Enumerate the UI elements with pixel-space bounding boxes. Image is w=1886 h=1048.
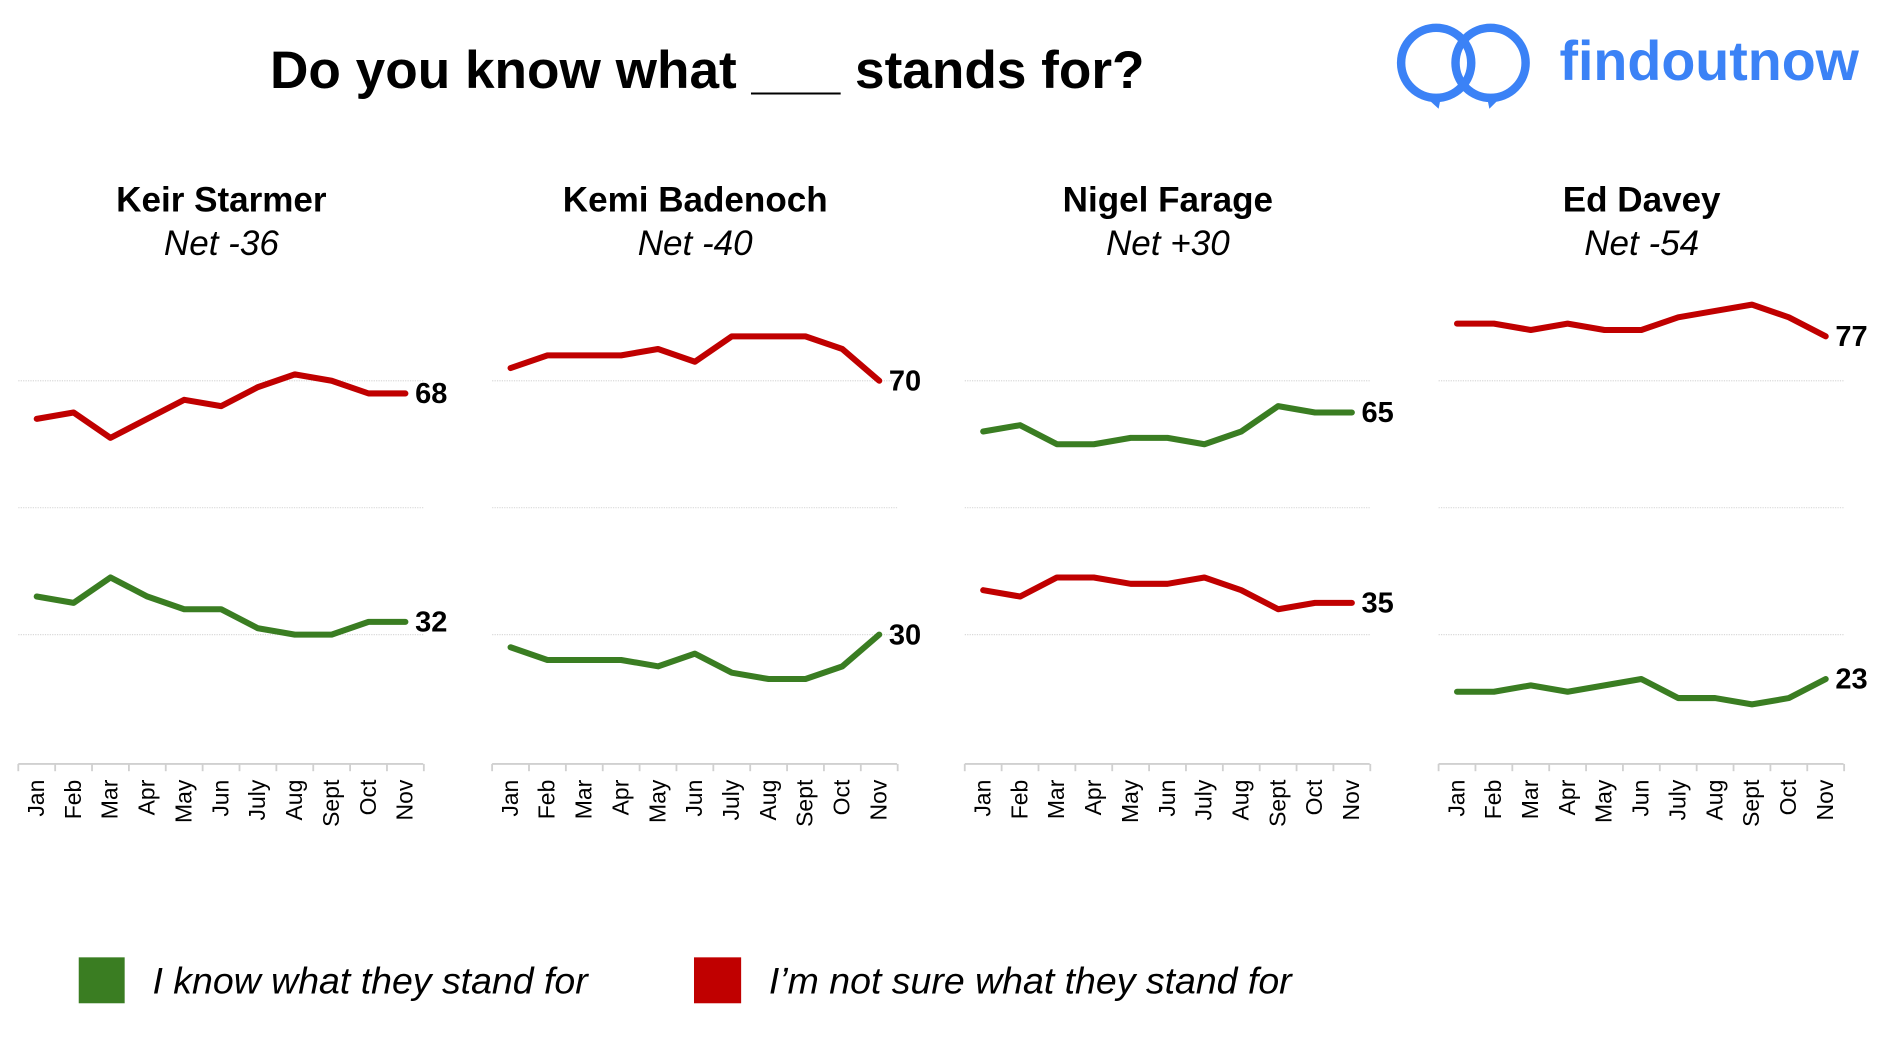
- end-value-label: 30: [889, 619, 921, 651]
- x-tick-label: Sept: [1738, 779, 1764, 827]
- legend-label-know: I know what they stand for: [152, 960, 589, 1002]
- legend-swatch-know: [78, 957, 125, 1004]
- series-line: [1454, 676, 1829, 708]
- end-value-label: 70: [889, 365, 921, 397]
- end-value-label: 77: [1835, 321, 1867, 353]
- x-tick-label: Feb: [1480, 780, 1506, 820]
- x-tick-label: May: [1591, 779, 1617, 823]
- main-title: Do you know what ___ stands for?: [270, 41, 1145, 100]
- brand-logo: findoutnow: [1396, 23, 1860, 109]
- panel-net-score: Net -40: [638, 224, 753, 263]
- x-tick-label: Jun: [1154, 780, 1180, 817]
- panel-title: Ed Davey: [1563, 181, 1721, 220]
- x-tick-label: July: [718, 779, 744, 820]
- x-tick-label: Feb: [60, 780, 86, 820]
- end-value-label: 68: [415, 378, 447, 410]
- end-value-label: 23: [1835, 664, 1867, 696]
- brand-name: findoutnow: [1559, 30, 1859, 92]
- x-tick-label: July: [244, 779, 270, 820]
- x-tick-label: Apr: [1080, 779, 1106, 815]
- series-line: [507, 631, 883, 683]
- x-tick-label: Oct: [1301, 779, 1327, 815]
- x-tick-label: Aug: [1701, 780, 1727, 821]
- series-line: [33, 574, 409, 638]
- x-tick-label: Mar: [1517, 779, 1543, 819]
- end-value-label: 32: [415, 607, 447, 639]
- chart-panel: Kemi Badenoch Net -40 Jan Feb Mar Apr May Jun Ju…: [491, 181, 921, 827]
- x-tick-label: Aug: [1228, 780, 1254, 821]
- x-tick-label: Jan: [1443, 780, 1469, 817]
- logo-rings-icon: [1396, 23, 1530, 109]
- x-tick-label: Oct: [829, 779, 855, 815]
- panel-net-score: Net -36: [164, 224, 279, 263]
- series-line: [1454, 301, 1829, 340]
- legend: I know what they stand for I’m not sure …: [78, 957, 1293, 1004]
- x-tick-label: Mar: [1043, 779, 1069, 819]
- series-line: [507, 333, 883, 384]
- x-tick-label: Jan: [969, 780, 995, 817]
- x-tick-label: Aug: [281, 780, 307, 821]
- x-tick-label: Jan: [23, 780, 49, 817]
- x-tick-label: Jun: [207, 780, 233, 817]
- series-line: [980, 403, 1355, 448]
- x-tick-label: Nov: [1812, 779, 1838, 820]
- chart-panel: Nigel Farage Net +30 Jan Feb Mar Apr May Jun Jul…: [963, 181, 1394, 827]
- x-tick-label: Jun: [1628, 780, 1654, 817]
- x-tick-label: Aug: [755, 780, 781, 821]
- x-tick-label: Oct: [1775, 779, 1801, 815]
- x-tick-label: Nov: [392, 779, 418, 820]
- panel-title: Nigel Farage: [1063, 181, 1273, 220]
- legend-swatch-not-sure: [693, 957, 742, 1004]
- x-tick-label: July: [1664, 779, 1690, 820]
- series-line: [980, 574, 1355, 613]
- panel-net-score: Net +30: [1106, 224, 1230, 263]
- x-tick-label: July: [1191, 779, 1217, 820]
- x-tick-label: Sept: [1264, 779, 1290, 827]
- x-tick-label: Apr: [607, 779, 633, 815]
- chart-panel: Ed Davey Net -54 Jan Feb Mar Apr May Jun July Aug…: [1437, 181, 1868, 827]
- x-tick-label: Feb: [1006, 780, 1032, 820]
- x-tick-label: May: [1117, 779, 1143, 823]
- end-value-label: 35: [1362, 588, 1394, 620]
- x-tick-label: Jan: [497, 780, 523, 817]
- x-tick-label: May: [644, 779, 670, 823]
- x-tick-label: Nov: [865, 779, 891, 820]
- legend-label-not-sure: I’m not sure what they stand for: [769, 960, 1293, 1002]
- x-tick-label: Feb: [534, 780, 560, 820]
- x-tick-label: Sept: [792, 779, 818, 827]
- panel-title: Keir Starmer: [116, 181, 327, 220]
- x-tick-label: Mar: [97, 779, 123, 819]
- x-tick-label: Apr: [134, 779, 160, 815]
- x-tick-label: Apr: [1554, 779, 1580, 815]
- end-value-label: 65: [1362, 397, 1394, 429]
- x-tick-label: Mar: [571, 779, 597, 819]
- panel-net-score: Net -54: [1584, 224, 1699, 263]
- x-tick-label: Nov: [1338, 779, 1364, 820]
- x-tick-label: Sept: [318, 779, 344, 827]
- chart-panel: Keir Starmer Net -36 Jan Feb Mar Apr May Jun Jul…: [17, 181, 447, 827]
- x-tick-label: Oct: [355, 779, 381, 815]
- panel-title: Kemi Badenoch: [563, 181, 828, 220]
- x-tick-label: Jun: [681, 780, 707, 817]
- x-tick-label: May: [170, 779, 196, 823]
